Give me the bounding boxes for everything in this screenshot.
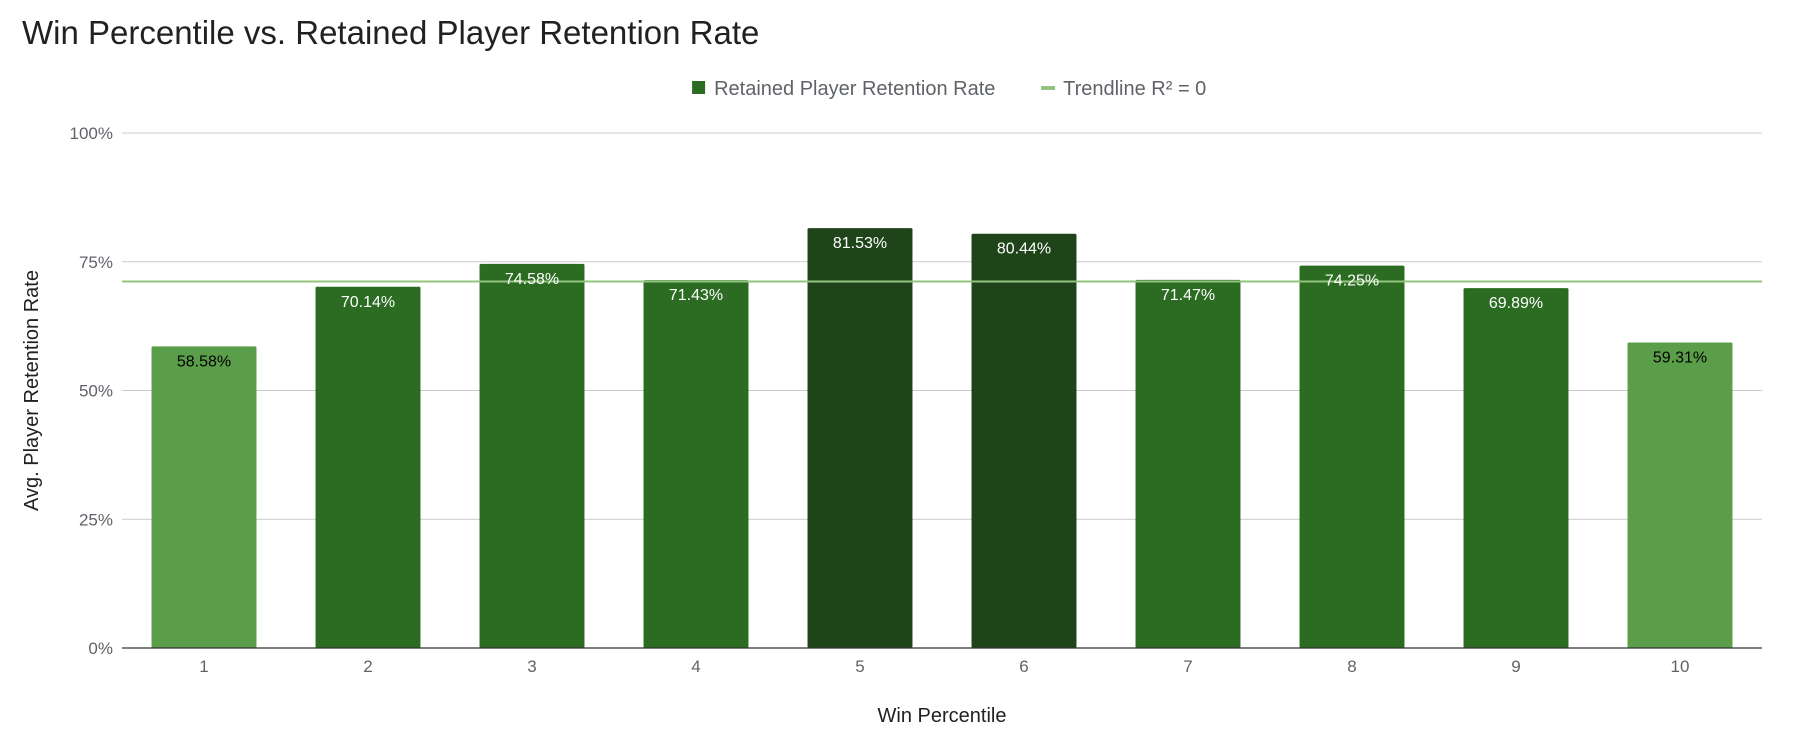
legend-swatch-line [1041,86,1056,90]
x-tick-label: 9 [1511,657,1520,676]
x-axis-ticks: 1 2 3 4 5 6 7 8 9 10 [199,657,1689,676]
bar [807,228,913,649]
bar-value-label: 58.58% [177,353,231,370]
x-tick-label: 8 [1347,657,1356,676]
legend: Retained Player Retention Rate Trendline … [692,78,1206,100]
x-tick-label: 7 [1183,657,1192,676]
bar [1299,265,1405,648]
bar-value-label: 80.44% [997,241,1051,258]
data-labels: 58.58% 70.14% 74.58% 71.43% 81.53% 80.44% 71.4… [177,235,1707,370]
bar [643,280,749,648]
bar-value-label: 81.53% [833,235,887,252]
x-tick-label: 10 [1671,657,1690,676]
bar [479,263,585,648]
bar [1463,288,1569,648]
legend-label: Retained Player Retention Rate [714,78,995,100]
x-tick-label: 1 [199,657,208,676]
bars [151,228,1733,649]
y-tick-label: 0% [88,639,113,658]
bar [315,286,421,648]
y-tick-label: 25% [79,510,113,529]
x-tick-label: 6 [1019,657,1028,676]
bar [971,233,1077,648]
y-tick-label: 100% [70,124,113,143]
bar-value-label: 70.14% [341,294,395,311]
chart-title: Win Percentile vs. Retained Player Reten… [22,14,760,51]
bar-value-label: 74.25% [1325,273,1379,290]
bar-value-label: 69.89% [1489,295,1543,312]
y-axis-title: Avg. Player Retention Rate [21,270,43,511]
bar-value-label: 74.58% [505,271,559,288]
x-tick-label: 2 [363,657,372,676]
bar-value-label: 59.31% [1653,350,1707,367]
y-tick-label: 75% [79,253,113,272]
bar-value-label: 71.43% [669,287,723,304]
bar [1135,279,1241,648]
x-tick-label: 4 [691,657,700,676]
bar-value-label: 71.47% [1161,287,1215,304]
bar [1627,342,1733,648]
y-tick-label: 50% [79,382,113,401]
x-tick-label: 5 [855,657,864,676]
x-axis-title: Win Percentile [878,705,1007,727]
legend-swatch-square [692,81,706,94]
x-tick-label: 3 [527,657,536,676]
legend-label: Trendline R² = 0 [1063,78,1206,100]
bar [151,346,257,648]
y-axis-ticks: 0% 25% 50% 75% 100% [70,124,113,658]
